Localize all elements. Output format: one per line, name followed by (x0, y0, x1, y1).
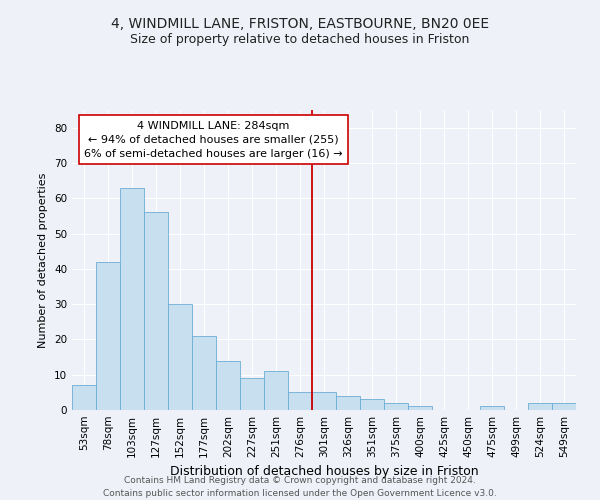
X-axis label: Distribution of detached houses by size in Friston: Distribution of detached houses by size … (170, 466, 478, 478)
Bar (312, 392, 336, 410)
Bar (288, 392, 312, 410)
Bar (72, 386, 96, 410)
Text: 4 WINDMILL LANE: 284sqm
← 94% of detached houses are smaller (255)
6% of semi-de: 4 WINDMILL LANE: 284sqm ← 94% of detache… (84, 120, 343, 158)
Bar (144, 212, 168, 410)
Bar (96, 262, 120, 410)
Y-axis label: Number of detached properties: Number of detached properties (38, 172, 49, 348)
Text: 4, WINDMILL LANE, FRISTON, EASTBOURNE, BN20 0EE: 4, WINDMILL LANE, FRISTON, EASTBOURNE, B… (111, 18, 489, 32)
Bar (168, 304, 192, 410)
Bar (360, 400, 384, 410)
Bar (408, 406, 432, 410)
Bar (480, 406, 504, 410)
Bar (336, 396, 360, 410)
Bar (264, 371, 288, 410)
Text: Size of property relative to detached houses in Friston: Size of property relative to detached ho… (130, 32, 470, 46)
Bar (552, 403, 576, 410)
Bar (384, 403, 408, 410)
Bar (120, 188, 144, 410)
Bar (216, 360, 240, 410)
Bar (192, 336, 216, 410)
Bar (240, 378, 264, 410)
Text: Contains HM Land Registry data © Crown copyright and database right 2024.
Contai: Contains HM Land Registry data © Crown c… (103, 476, 497, 498)
Bar (528, 403, 552, 410)
